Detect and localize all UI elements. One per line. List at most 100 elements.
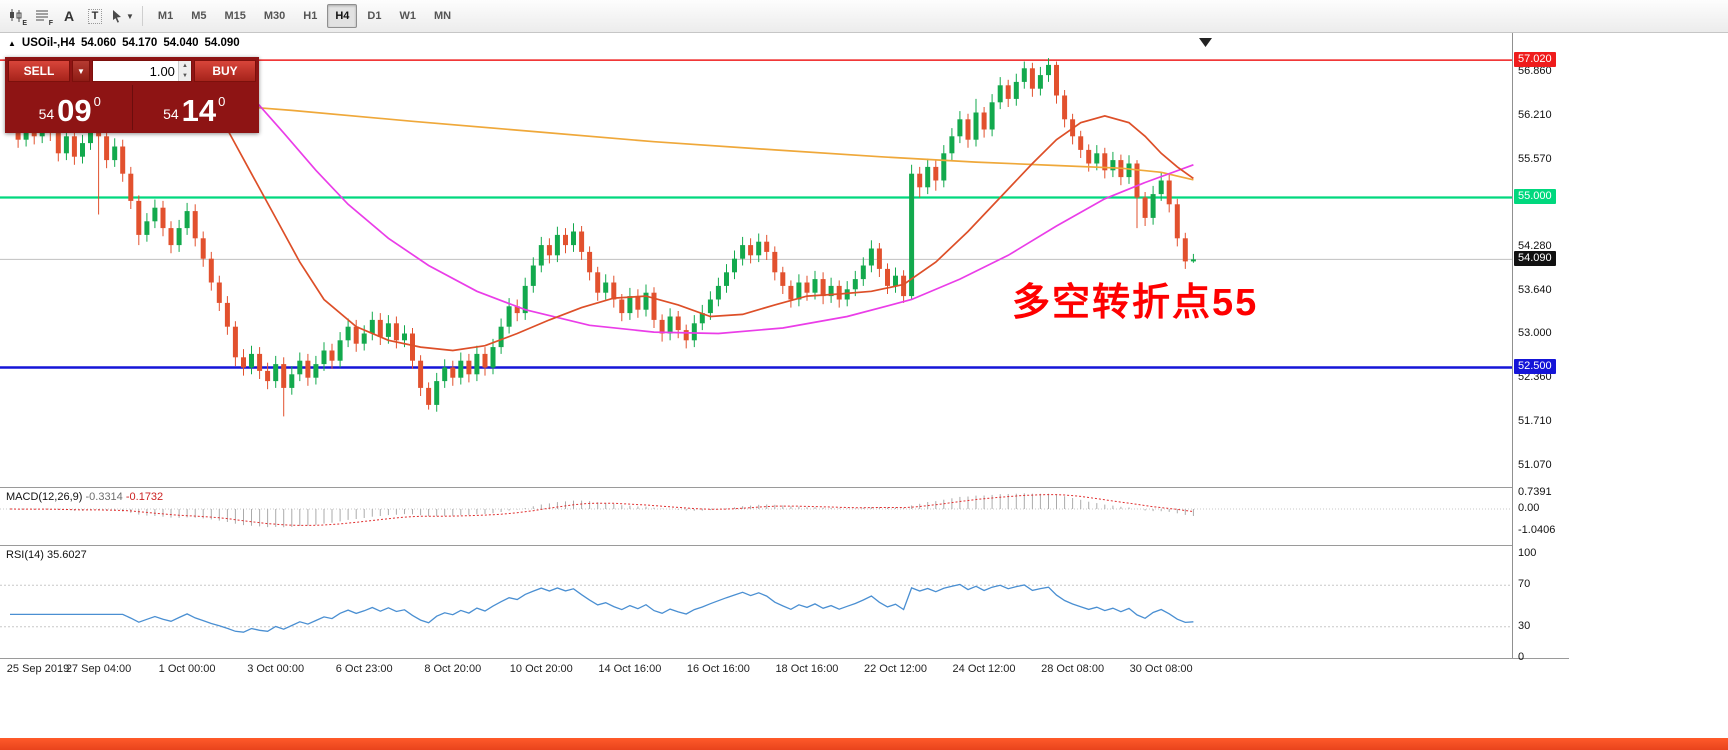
- tool-subscript: F: [48, 20, 53, 27]
- time-tick-label: 22 Oct 12:00: [864, 663, 927, 675]
- time-tick-label: 30 Oct 08:00: [1129, 663, 1193, 675]
- time-tick-label: 28 Oct 08:00: [1041, 663, 1105, 675]
- lines-f-tool-button[interactable]: F: [31, 4, 55, 28]
- hline-price-label: 55.000: [1514, 189, 1556, 204]
- buy-button[interactable]: BUY: [194, 60, 256, 82]
- volume-down-button[interactable]: ▼: [178, 71, 191, 81]
- price-tick-label: 51.070: [1518, 459, 1552, 471]
- volume-spinner: ▲ ▼: [177, 61, 191, 81]
- rsi-chart-canvas[interactable]: [0, 546, 1512, 659]
- label-tool-icon: T: [87, 8, 103, 24]
- macd-tick-label: 0.7391: [1518, 486, 1552, 498]
- one-click-trading-panel: SELL ▼ ▲ ▼ BUY 54 09 0 54: [5, 57, 259, 133]
- rsi-pane[interactable]: RSI(14) 35.6027: [0, 545, 1512, 658]
- cursor-tool-button[interactable]: ▼: [109, 4, 135, 28]
- hline-price-label: 57.020: [1514, 52, 1556, 67]
- rsi-value: 35.6027: [46, 549, 87, 561]
- price-tick-label: 56.860: [1518, 65, 1552, 77]
- sell-price-figure: 54: [38, 106, 55, 122]
- rsi-header: RSI(14) 35.6027: [6, 549, 87, 561]
- chart-annotation-text: 多空转折点55: [1012, 282, 1259, 324]
- time-axis[interactable]: 25 Sep 2019 27 Sep 04:00 1 Oct 00:00 3 Oct …: [0, 658, 1569, 680]
- sell-price-point: 0: [93, 94, 101, 109]
- toolbar-separator: [141, 6, 143, 26]
- price-tick-label: 56.210: [1518, 109, 1552, 121]
- time-tick-label: 14 Oct 16:00: [598, 663, 662, 675]
- macd-pane[interactable]: MACD(12,26,9) -0.3314 -0.1732: [0, 487, 1512, 545]
- symbol-timeframe-label: USOil-,H4: [21, 37, 75, 49]
- line-list-icon: [36, 10, 48, 21]
- time-tick-label: 6 Oct 23:00: [335, 663, 393, 675]
- price-tick-label: 54.280: [1518, 240, 1552, 252]
- one-click-panel-toggle-icon[interactable]: ▲: [8, 38, 16, 48]
- timeframe-mn-button[interactable]: MN: [433, 10, 452, 22]
- macd-header: MACD(12,26,9) -0.3314 -0.1732: [6, 491, 163, 503]
- macd-tick-label: -1.0406: [1518, 524, 1556, 536]
- time-tick-label: 18 Oct 16:00: [775, 663, 839, 675]
- ohlc-open: 54.060: [80, 37, 117, 49]
- rsi-tick-label: 30: [1518, 620, 1531, 632]
- current-price-label: 54.090: [1514, 251, 1556, 266]
- timeframe-m5-button[interactable]: M5: [191, 10, 207, 22]
- main-chart-pane[interactable]: ▲ USOil-,H4 54.060 54.170 54.040 54.090 …: [0, 33, 1512, 487]
- macd-signal-value: -0.1732: [125, 491, 164, 503]
- ohlc-low: 54.040: [163, 37, 199, 49]
- timeframe-m15-button[interactable]: M15: [224, 10, 246, 22]
- time-tick-label: 27 Sep 04:00: [65, 663, 132, 675]
- chart-ohlc-header: ▲ USOil-,H4 54.060 54.170 54.040 54.090: [8, 37, 240, 49]
- ohlc-high: 54.170: [122, 37, 158, 49]
- cursor-icon: [113, 10, 121, 23]
- ohlc-close: 54.090: [204, 37, 240, 49]
- time-tick-label: 16 Oct 16:00: [686, 663, 750, 675]
- volume-field: ▲ ▼: [92, 60, 192, 82]
- candles-e-tool-button[interactable]: E: [5, 4, 29, 28]
- timeframe-toolbar: M1 M5 M15 M30 H1 H4 D1 W1 MN: [149, 4, 460, 28]
- buy-price-figure: 54: [163, 106, 179, 122]
- chart-window: ▲ USOil-,H4 54.060 54.170 54.040 54.090 …: [0, 33, 1569, 680]
- chevron-down-icon: ▼: [126, 11, 134, 21]
- time-tick-label: 8 Oct 20:00: [424, 663, 482, 675]
- volume-input[interactable]: [93, 61, 178, 81]
- time-tick-label: 25 Sep 2019: [6, 663, 70, 675]
- tool-subscript: E: [22, 20, 27, 27]
- time-tick-label: 1 Oct 00:00: [158, 663, 216, 675]
- rsi-tick-label: 100: [1518, 547, 1537, 559]
- candlestick-icon: [10, 9, 22, 22]
- sell-price-pips: 09: [57, 93, 92, 129]
- timeframe-m30-button[interactable]: M30: [263, 10, 286, 22]
- buy-price-display[interactable]: 54 14 0: [133, 85, 257, 130]
- timeframe-w1-button[interactable]: W1: [399, 10, 416, 22]
- price-axis[interactable]: 56.860 56.210 55.570 54.280 53.640 53.000 52.3…: [1512, 33, 1569, 663]
- macd-chart-canvas[interactable]: [0, 488, 1512, 546]
- order-type-dropdown-button[interactable]: ▼: [72, 60, 90, 82]
- volume-up-button[interactable]: ▲: [178, 61, 191, 71]
- text-tool-icon: A: [63, 8, 75, 24]
- sell-price-display[interactable]: 54 09 0: [8, 85, 133, 130]
- buy-price-pips: 14: [181, 93, 217, 129]
- time-tick-label: 24 Oct 12:00: [952, 663, 1016, 675]
- buy-price-point: 0: [218, 94, 226, 109]
- bottom-accent-bar: [0, 738, 1728, 750]
- time-tick-label: 10 Oct 20:00: [509, 663, 573, 675]
- label-tool-button[interactable]: T: [83, 4, 107, 28]
- timeframe-m1-button[interactable]: M1: [157, 10, 174, 22]
- chevron-down-icon: ▼: [77, 66, 85, 76]
- rsi-tick-label: 0: [1518, 651, 1525, 663]
- rsi-tick-label: 70: [1518, 578, 1531, 590]
- price-tick-label: 53.000: [1518, 327, 1552, 339]
- top-toolbar: E F A T ▼ M1 M5 M15 M30 H1 H4 D1 W1 MN: [0, 0, 1728, 33]
- sell-button[interactable]: SELL: [8, 60, 70, 82]
- rsi-label: RSI(14): [6, 549, 44, 561]
- macd-main-value: -0.3314: [85, 491, 123, 503]
- macd-tick-label: 0.00: [1518, 502, 1540, 514]
- timeframe-d1-button[interactable]: D1: [367, 10, 382, 22]
- price-tick-label: 52.360: [1518, 371, 1552, 383]
- hline-price-label: 52.500: [1514, 359, 1556, 374]
- price-tick-label: 51.710: [1518, 415, 1552, 427]
- timeframe-h1-button[interactable]: H1: [303, 10, 318, 22]
- price-tick-label: 53.640: [1518, 284, 1552, 296]
- text-tool-button[interactable]: A: [57, 4, 81, 28]
- timeframe-h4-button[interactable]: H4: [327, 4, 358, 28]
- candlestick-chart-canvas[interactable]: [0, 33, 1512, 487]
- macd-label: MACD(12,26,9): [6, 491, 83, 503]
